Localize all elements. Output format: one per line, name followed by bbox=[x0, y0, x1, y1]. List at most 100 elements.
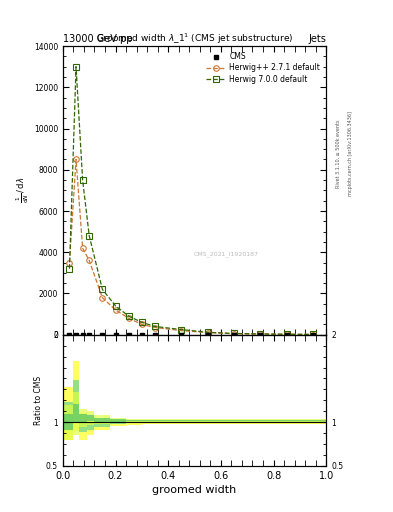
Bar bbox=[94, 419, 110, 430]
Bar bbox=[205, 419, 237, 422]
Herwig++ 2.7.1 default bbox=[127, 315, 131, 322]
Bar bbox=[73, 361, 79, 431]
Y-axis label: $\frac{1}{\mathrm{d}N}\,/\,\mathrm{d}\lambda$: $\frac{1}{\mathrm{d}N}\,/\,\mathrm{d}\la… bbox=[15, 177, 31, 203]
Title: Groomed width $\lambda\_1^1$ (CMS jet substructure): Groomed width $\lambda\_1^1$ (CMS jet su… bbox=[96, 32, 293, 46]
Bar bbox=[79, 409, 86, 426]
Bar bbox=[142, 421, 158, 423]
Herwig++ 2.7.1 default bbox=[100, 294, 105, 301]
Text: Jets: Jets bbox=[309, 33, 326, 44]
Herwig 7.0.0 default bbox=[232, 330, 237, 336]
Bar bbox=[79, 414, 86, 440]
Herwig 7.0.0 default bbox=[179, 327, 184, 333]
Text: CMS_2021_I1920187: CMS_2021_I1920187 bbox=[194, 251, 259, 257]
Herwig 7.0.0 default bbox=[127, 313, 131, 319]
Bar bbox=[110, 418, 126, 423]
CMS bbox=[113, 332, 118, 338]
Herwig 7.0.0 default bbox=[206, 329, 210, 335]
Line: Herwig++ 2.7.1 default: Herwig++ 2.7.1 default bbox=[67, 157, 316, 337]
Bar bbox=[268, 420, 300, 424]
CMS bbox=[152, 332, 157, 338]
Bar bbox=[110, 421, 126, 424]
Bar bbox=[300, 419, 326, 422]
Bar bbox=[126, 419, 142, 422]
Bar bbox=[300, 420, 326, 421]
Text: mcplots.cern.ch [arXiv:1306.3436]: mcplots.cern.ch [arXiv:1306.3436] bbox=[348, 111, 353, 196]
Herwig++ 2.7.1 default bbox=[80, 245, 85, 251]
Herwig 7.0.0 default bbox=[113, 303, 118, 309]
Bar bbox=[173, 419, 205, 422]
CMS bbox=[74, 332, 79, 338]
Bar bbox=[173, 420, 205, 424]
Herwig 7.0.0 default bbox=[258, 331, 263, 337]
Bar bbox=[158, 419, 173, 422]
Herwig 7.0.0 default bbox=[100, 286, 105, 292]
Bar bbox=[63, 414, 73, 430]
Bar bbox=[79, 421, 86, 433]
Herwig++ 2.7.1 default bbox=[152, 325, 157, 331]
Bar bbox=[158, 421, 173, 423]
CMS bbox=[80, 332, 85, 338]
Bar bbox=[86, 418, 94, 435]
Bar bbox=[158, 420, 173, 421]
Bar bbox=[268, 420, 300, 421]
Bar bbox=[79, 414, 86, 422]
Herwig 7.0.0 default bbox=[67, 266, 72, 272]
Bar bbox=[205, 420, 237, 421]
Bar bbox=[86, 415, 94, 421]
Herwig++ 2.7.1 default bbox=[232, 331, 237, 337]
Bar bbox=[73, 380, 79, 412]
Bar bbox=[142, 420, 158, 424]
Bar bbox=[110, 419, 126, 421]
CMS bbox=[127, 332, 131, 338]
Herwig++ 2.7.1 default bbox=[113, 307, 118, 313]
Bar bbox=[237, 420, 268, 421]
Bar bbox=[142, 420, 158, 421]
Bar bbox=[126, 419, 142, 425]
Bar bbox=[63, 401, 73, 425]
Text: Rivet 3.1.10, ≥ 500k events: Rivet 3.1.10, ≥ 500k events bbox=[336, 119, 341, 188]
Text: 13000 GeV pp: 13000 GeV pp bbox=[63, 33, 132, 44]
Bar bbox=[63, 387, 73, 440]
Bar bbox=[205, 421, 237, 423]
Herwig 7.0.0 default bbox=[152, 324, 157, 330]
CMS bbox=[87, 332, 92, 338]
Herwig++ 2.7.1 default bbox=[285, 331, 289, 337]
Bar bbox=[173, 420, 205, 421]
CMS bbox=[206, 332, 210, 338]
CMS bbox=[285, 332, 289, 338]
Legend: CMS, Herwig++ 2.7.1 default, Herwig 7.0.0 default: CMS, Herwig++ 2.7.1 default, Herwig 7.0.… bbox=[204, 50, 322, 86]
Herwig 7.0.0 default bbox=[310, 331, 315, 337]
Bar bbox=[86, 422, 94, 431]
Bar bbox=[126, 420, 142, 421]
Bar bbox=[300, 421, 326, 423]
CMS bbox=[179, 332, 184, 338]
Herwig 7.0.0 default bbox=[80, 177, 85, 183]
Bar bbox=[268, 419, 300, 422]
CMS bbox=[310, 332, 315, 338]
X-axis label: groomed width: groomed width bbox=[152, 485, 237, 495]
Bar bbox=[94, 422, 110, 427]
Herwig++ 2.7.1 default bbox=[206, 330, 210, 336]
Line: Herwig 7.0.0 default: Herwig 7.0.0 default bbox=[67, 64, 316, 337]
Bar bbox=[73, 403, 79, 423]
Herwig 7.0.0 default bbox=[140, 319, 144, 326]
Bar bbox=[126, 421, 142, 423]
Bar bbox=[94, 415, 110, 424]
Bar bbox=[158, 420, 173, 424]
Bar bbox=[110, 419, 126, 425]
Herwig 7.0.0 default bbox=[87, 232, 92, 239]
Bar bbox=[237, 420, 268, 424]
Herwig++ 2.7.1 default bbox=[310, 331, 315, 337]
Herwig++ 2.7.1 default bbox=[179, 328, 184, 334]
CMS bbox=[258, 332, 263, 338]
Bar bbox=[237, 419, 268, 422]
Bar bbox=[86, 411, 94, 425]
Bar bbox=[205, 420, 237, 424]
CMS bbox=[100, 332, 105, 338]
Herwig++ 2.7.1 default bbox=[258, 331, 263, 337]
Herwig++ 2.7.1 default bbox=[74, 156, 79, 162]
Herwig 7.0.0 default bbox=[285, 331, 289, 337]
Bar bbox=[142, 419, 158, 422]
Bar bbox=[268, 421, 300, 423]
Bar bbox=[237, 421, 268, 423]
